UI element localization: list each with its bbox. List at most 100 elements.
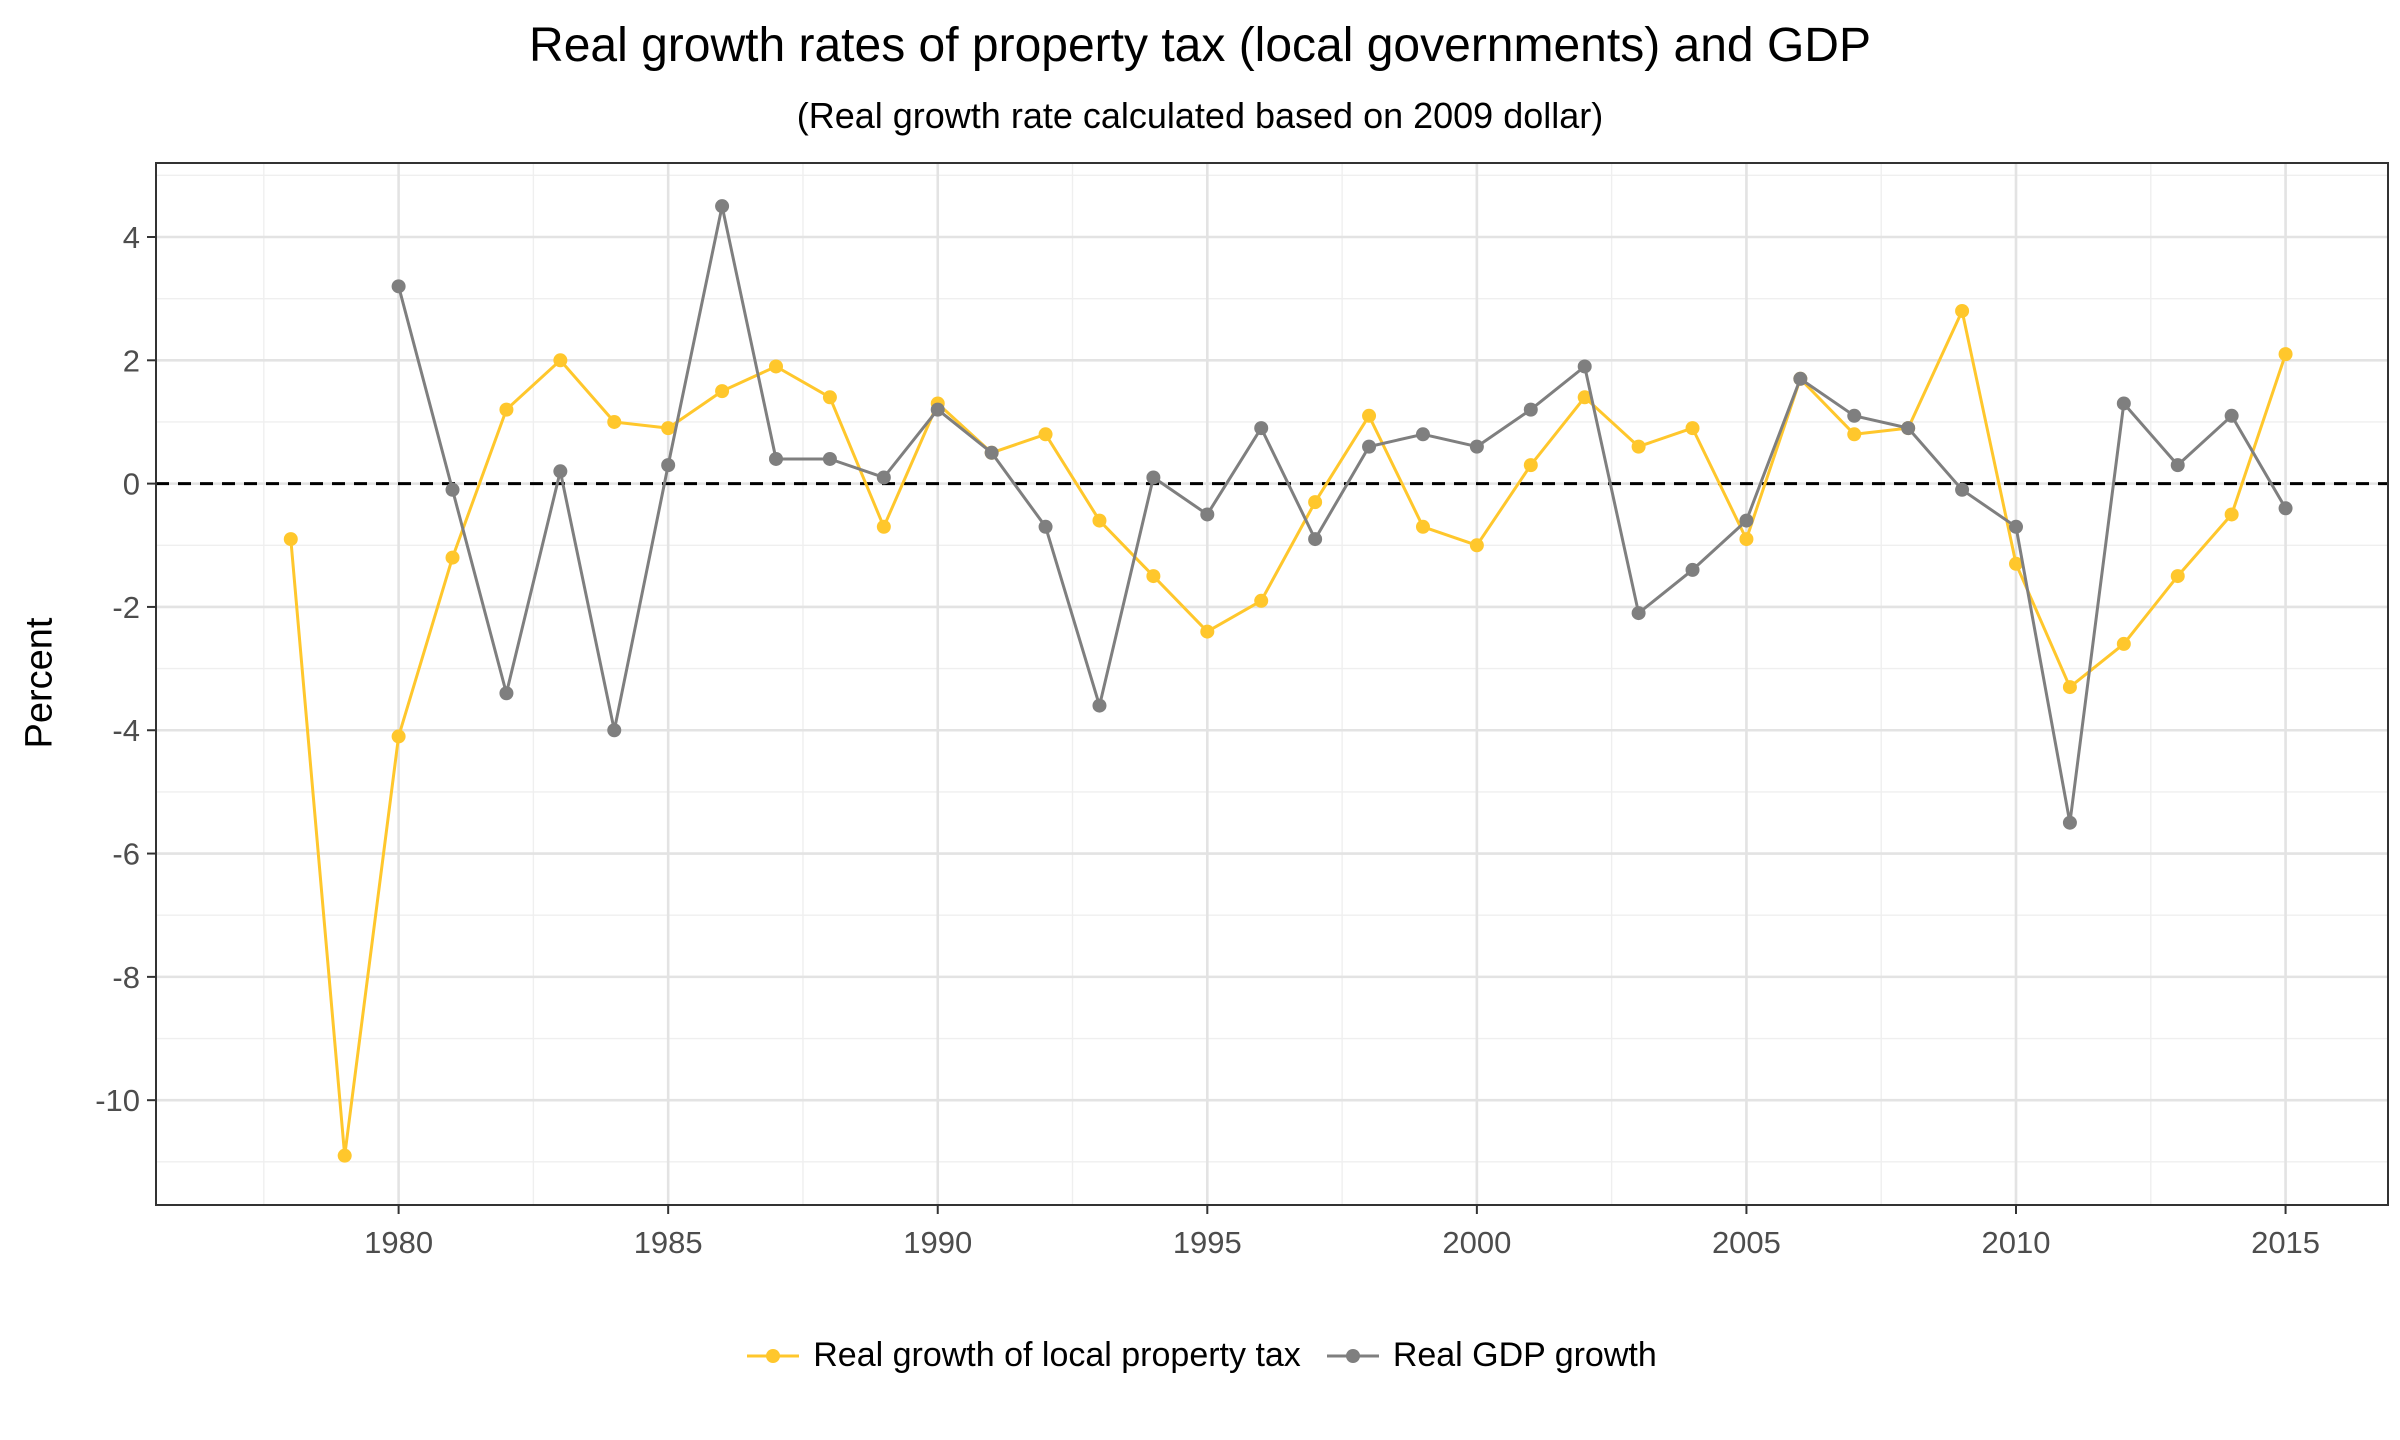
data-point-tax: [661, 421, 676, 436]
plot-panel-background: [156, 163, 2388, 1205]
data-point-tax: [445, 550, 460, 565]
data-point-tax: [2116, 636, 2131, 651]
data-point-tax: [1092, 513, 1107, 528]
x-tick-label: 1985: [634, 1225, 703, 1260]
data-point-gdp: [1200, 507, 1215, 522]
data-point-tax: [283, 532, 298, 547]
data-point-gdp: [1146, 470, 1161, 485]
data-point-tax: [553, 353, 568, 368]
data-point-tax: [2224, 507, 2239, 522]
data-point-tax: [1847, 427, 1862, 442]
legend-key-tax-dot: [766, 1348, 781, 1363]
legend-item-tax[interactable]: Real growth of local property tax: [743, 1336, 1301, 1375]
data-point-tax: [391, 729, 406, 744]
data-point-tax: [2278, 347, 2293, 362]
data-point-gdp: [2170, 458, 2185, 473]
data-point-tax: [1955, 303, 1970, 318]
data-point-tax: [1362, 408, 1377, 423]
data-point-tax: [1200, 624, 1215, 639]
data-point-gdp: [1847, 408, 1862, 423]
data-point-gdp: [930, 402, 945, 417]
data-point-gdp: [715, 199, 730, 214]
data-point-gdp: [769, 451, 783, 466]
y-tick-label: -6: [112, 837, 140, 872]
data-point-gdp: [1901, 421, 1916, 436]
data-point-tax: [1469, 538, 1484, 553]
legend-item-gdp[interactable]: Real GDP growth: [1323, 1336, 1657, 1375]
data-point-gdp: [607, 723, 622, 738]
data-point-gdp: [1685, 562, 1700, 577]
data-point-tax: [2170, 569, 2185, 584]
data-point-gdp: [2062, 815, 2077, 830]
x-tick-label: 1980: [364, 1225, 433, 1260]
data-point-tax: [1415, 519, 1430, 534]
data-point-gdp: [1415, 427, 1430, 442]
data-point-tax: [1631, 439, 1646, 454]
data-point-gdp: [553, 464, 568, 479]
chart-subtitle: (Real growth rate calculated based on 20…: [796, 95, 1604, 136]
legend-key-tax: [747, 1348, 800, 1363]
data-point-gdp: [1362, 439, 1377, 454]
data-point-tax: [1577, 390, 1592, 405]
legend-label-tax: Real growth of local property tax: [813, 1336, 1301, 1374]
data-point-tax: [1146, 569, 1161, 584]
data-point-tax: [1739, 532, 1754, 547]
y-tick-label: -8: [112, 960, 140, 995]
data-point-tax: [499, 402, 514, 417]
legend-key-gdp: [1326, 1348, 1379, 1363]
data-point-gdp: [2224, 408, 2239, 423]
series-line-gdp: [397, 204, 2287, 825]
y-tick-label: -2: [112, 590, 140, 625]
data-point-tax: [769, 359, 783, 374]
legend-label-gdp: Real GDP growth: [1392, 1336, 1657, 1374]
data-point-tax: [607, 414, 622, 429]
data-point-tax: [822, 390, 837, 405]
data-point-tax: [337, 1148, 352, 1163]
x-tick-label: 1990: [903, 1225, 972, 1260]
data-point-gdp: [2116, 396, 2131, 411]
x-tick-label: 2010: [1982, 1225, 2051, 1260]
data-point-tax: [715, 384, 730, 399]
data-point-tax: [1685, 421, 1700, 436]
data-point-tax: [1523, 458, 1538, 473]
data-point-gdp: [661, 458, 676, 473]
plot-panel-border: [155, 162, 2389, 1206]
y-tick-label: 2: [123, 343, 140, 378]
data-point-tax: [1254, 593, 1269, 608]
data-point-gdp: [2278, 501, 2293, 516]
data-point-gdp: [1254, 421, 1269, 436]
data-point-tax: [2009, 556, 2023, 571]
data-point-gdp: [1631, 606, 1646, 621]
data-point-gdp: [1038, 519, 1053, 534]
data-point-gdp: [499, 686, 514, 701]
data-point-gdp: [1469, 439, 1484, 454]
data-point-tax: [876, 519, 891, 534]
data-point-gdp: [445, 482, 460, 497]
data-point-gdp: [984, 445, 999, 460]
data-point-gdp: [1308, 532, 1323, 547]
y-tick-label: 0: [123, 467, 140, 502]
data-point-gdp: [1739, 513, 1754, 528]
data-point-gdp: [2009, 519, 2023, 534]
series-line-tax: [289, 309, 2288, 1158]
x-tick-label: 1995: [1173, 1225, 1242, 1260]
legend: Real growth of local property tax Real G…: [0, 1336, 2400, 1375]
y-tick-label: -4: [112, 713, 140, 748]
data-point-tax: [1308, 495, 1323, 510]
y-tick-label: 4: [123, 220, 140, 255]
x-tick-label: 2005: [1712, 1225, 1781, 1260]
data-point-gdp: [876, 470, 891, 485]
data-point-gdp: [1793, 371, 1808, 386]
data-point-tax: [2062, 680, 2077, 695]
x-tick-label: 2000: [1442, 1225, 1511, 1260]
data-point-gdp: [391, 279, 406, 294]
data-point-gdp: [1955, 482, 1970, 497]
data-point-gdp: [1577, 359, 1592, 374]
x-tick-label: 2015: [2251, 1225, 2320, 1260]
y-tick-label: -10: [95, 1083, 140, 1118]
data-point-gdp: [1523, 402, 1538, 417]
legend-key-gdp-dot: [1345, 1348, 1360, 1363]
data-point-tax: [1038, 427, 1053, 442]
